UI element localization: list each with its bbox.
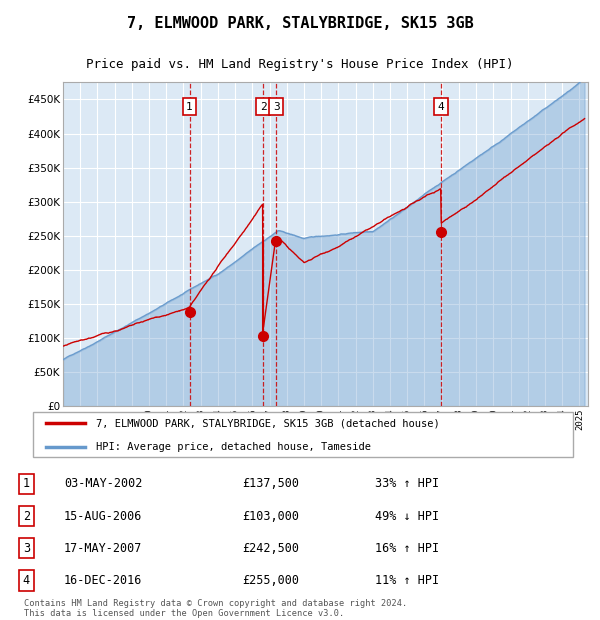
Text: 15-AUG-2006: 15-AUG-2006 xyxy=(64,510,142,523)
Text: 17-MAY-2007: 17-MAY-2007 xyxy=(64,542,142,555)
Text: 3: 3 xyxy=(23,542,30,555)
Text: £255,000: £255,000 xyxy=(242,574,299,587)
Text: £137,500: £137,500 xyxy=(242,477,299,490)
FancyBboxPatch shape xyxy=(33,412,573,458)
Text: 4: 4 xyxy=(23,574,30,587)
Text: 2: 2 xyxy=(260,102,266,112)
Text: 1: 1 xyxy=(23,477,30,490)
Text: 11% ↑ HPI: 11% ↑ HPI xyxy=(375,574,439,587)
Text: £242,500: £242,500 xyxy=(242,542,299,555)
Text: 16% ↑ HPI: 16% ↑ HPI xyxy=(375,542,439,555)
Text: Contains HM Land Registry data © Crown copyright and database right 2024.: Contains HM Land Registry data © Crown c… xyxy=(24,600,407,608)
Text: 7, ELMWOOD PARK, STALYBRIDGE, SK15 3GB: 7, ELMWOOD PARK, STALYBRIDGE, SK15 3GB xyxy=(127,16,473,31)
Text: 16-DEC-2016: 16-DEC-2016 xyxy=(64,574,142,587)
Text: £103,000: £103,000 xyxy=(242,510,299,523)
Text: 2: 2 xyxy=(23,510,30,523)
Text: 1: 1 xyxy=(186,102,193,112)
Text: 33% ↑ HPI: 33% ↑ HPI xyxy=(375,477,439,490)
Text: Price paid vs. HM Land Registry's House Price Index (HPI): Price paid vs. HM Land Registry's House … xyxy=(86,58,514,71)
Text: 7, ELMWOOD PARK, STALYBRIDGE, SK15 3GB (detached house): 7, ELMWOOD PARK, STALYBRIDGE, SK15 3GB (… xyxy=(95,418,439,428)
Text: 03-MAY-2002: 03-MAY-2002 xyxy=(64,477,142,490)
Text: HPI: Average price, detached house, Tameside: HPI: Average price, detached house, Tame… xyxy=(95,442,371,453)
Text: 3: 3 xyxy=(273,102,280,112)
Text: This data is licensed under the Open Government Licence v3.0.: This data is licensed under the Open Gov… xyxy=(24,609,344,618)
Text: 4: 4 xyxy=(437,102,445,112)
Text: 49% ↓ HPI: 49% ↓ HPI xyxy=(375,510,439,523)
